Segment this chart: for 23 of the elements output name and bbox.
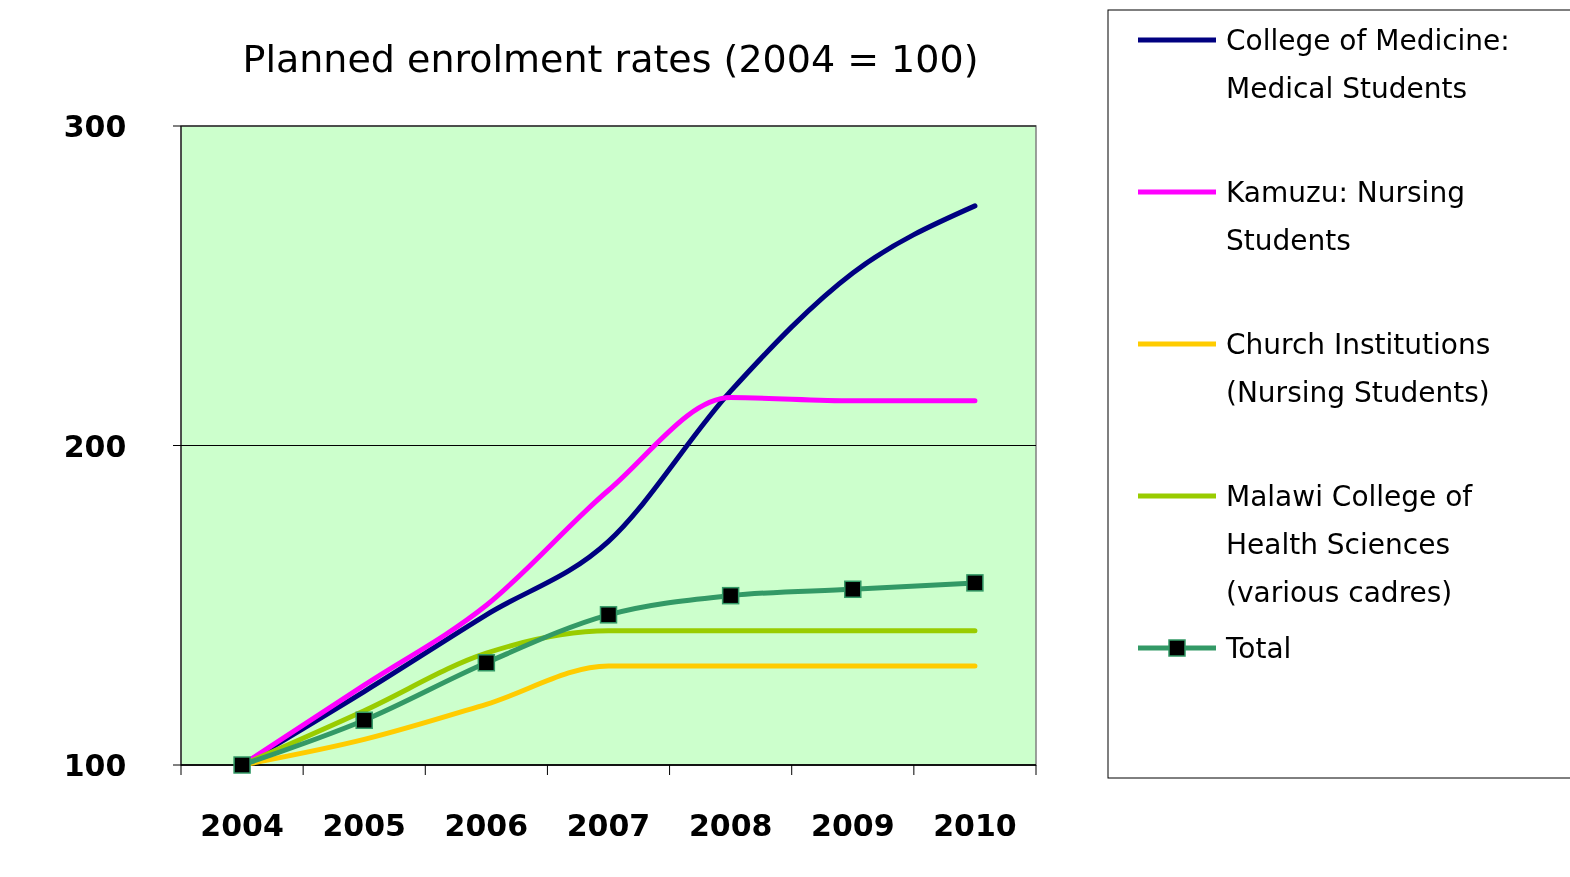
x-tick-label: 2007 [566, 808, 651, 843]
point [355, 711, 373, 730]
legend-label: Church Institutions (Nursing Students) [1226, 328, 1491, 409]
x-tick-label: 2004 [200, 808, 284, 843]
chart-title: Planned enrolment rates (2004 = 100) [242, 37, 979, 81]
y-tick-label: 200 [63, 428, 127, 464]
y-tick-label: 300 [63, 109, 127, 144]
x-tick-label: 2009 [811, 808, 895, 843]
point [599, 606, 618, 624]
legend-label: Total [1225, 632, 1292, 665]
point [477, 654, 496, 672]
legend-label: Kamuzu: Nursing Students [1226, 176, 1465, 257]
legend-label: College of Medicine: Medical Students [1226, 24, 1510, 105]
point [233, 756, 251, 774]
x-tick-label: 2010 [933, 808, 1017, 843]
legend-label: Malawi College of Health Sciences (various cadres) [1226, 480, 1474, 609]
x-tick-label: 2008 [688, 808, 773, 843]
point [721, 586, 740, 605]
y-tick-label: 100 [63, 748, 127, 783]
point [966, 574, 984, 592]
x-tick-label: 2006 [444, 808, 529, 843]
x-tick-label: 2005 [322, 808, 406, 843]
point [844, 580, 862, 599]
